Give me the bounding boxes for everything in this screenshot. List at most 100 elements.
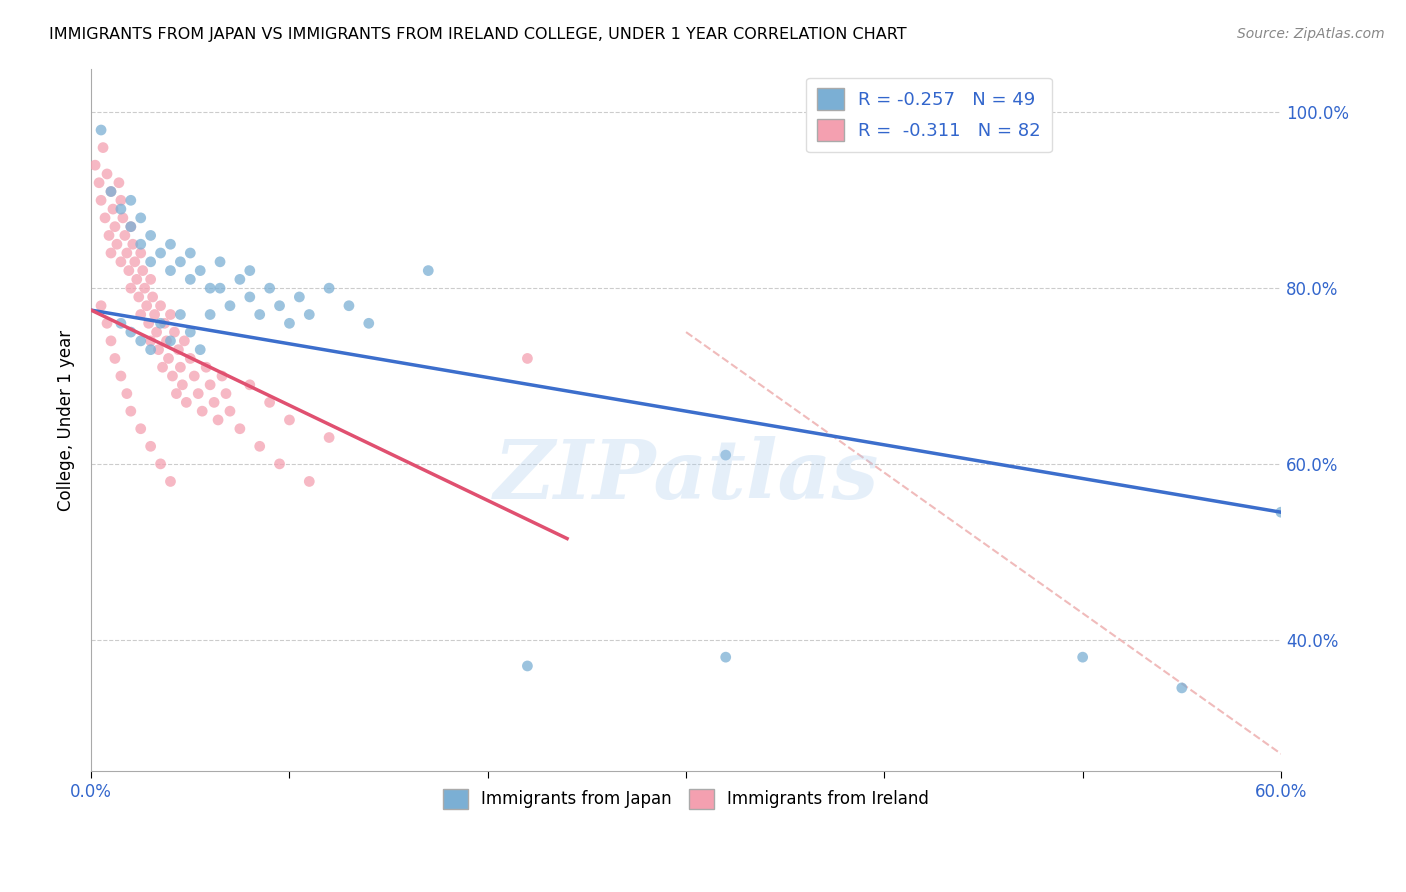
Point — [139, 228, 162, 243]
Point — [111, 211, 134, 225]
Point — [162, 369, 184, 384]
Point — [239, 263, 262, 277]
Point — [115, 386, 138, 401]
Point — [516, 351, 538, 366]
Point — [169, 360, 191, 375]
Point — [191, 404, 214, 418]
Point — [209, 281, 232, 295]
Point — [155, 334, 177, 348]
Point — [249, 439, 271, 453]
Point — [104, 351, 127, 366]
Point — [94, 211, 117, 225]
Y-axis label: College, Under 1 year: College, Under 1 year — [58, 329, 75, 510]
Point — [148, 343, 170, 357]
Point — [188, 343, 211, 357]
Point — [120, 194, 142, 208]
Point — [124, 255, 146, 269]
Point — [159, 475, 181, 489]
Point — [84, 158, 107, 172]
Point — [187, 386, 209, 401]
Text: ZIPatlas: ZIPatlas — [494, 436, 879, 516]
Point — [149, 299, 172, 313]
Point — [129, 246, 152, 260]
Point — [229, 422, 252, 436]
Point — [239, 377, 262, 392]
Point — [104, 219, 127, 234]
Point — [139, 439, 162, 453]
Point — [120, 404, 142, 418]
Point — [90, 299, 112, 313]
Point — [139, 343, 162, 357]
Point — [145, 325, 167, 339]
Point — [173, 334, 195, 348]
Point — [110, 369, 132, 384]
Point — [163, 325, 186, 339]
Point — [195, 360, 218, 375]
Point — [101, 202, 124, 216]
Point — [132, 263, 155, 277]
Point — [125, 272, 148, 286]
Point — [1171, 681, 1194, 695]
Point — [115, 246, 138, 260]
Point — [142, 290, 165, 304]
Point — [269, 299, 291, 313]
Point — [96, 316, 118, 330]
Point — [120, 219, 142, 234]
Point — [179, 272, 201, 286]
Point — [172, 377, 194, 392]
Point — [209, 255, 232, 269]
Point — [169, 308, 191, 322]
Point — [418, 263, 440, 277]
Point — [288, 290, 311, 304]
Point — [129, 308, 152, 322]
Point — [269, 457, 291, 471]
Point — [259, 395, 281, 409]
Point — [159, 334, 181, 348]
Point — [153, 316, 176, 330]
Text: IMMIGRANTS FROM JAPAN VS IMMIGRANTS FROM IRELAND COLLEGE, UNDER 1 YEAR CORRELATI: IMMIGRANTS FROM JAPAN VS IMMIGRANTS FROM… — [49, 27, 907, 42]
Point — [134, 281, 156, 295]
Point — [714, 448, 737, 462]
Point — [239, 290, 262, 304]
Point — [121, 237, 143, 252]
Point — [120, 325, 142, 339]
Point — [211, 369, 233, 384]
Point — [337, 299, 360, 313]
Point — [167, 343, 190, 357]
Text: Source: ZipAtlas.com: Source: ZipAtlas.com — [1237, 27, 1385, 41]
Point — [110, 316, 132, 330]
Point — [183, 369, 205, 384]
Point — [139, 272, 162, 286]
Point — [159, 237, 181, 252]
Point — [118, 263, 141, 277]
Point — [179, 246, 201, 260]
Point — [91, 140, 114, 154]
Point — [219, 404, 242, 418]
Point — [149, 457, 172, 471]
Point — [169, 255, 191, 269]
Point — [90, 123, 112, 137]
Point — [229, 272, 252, 286]
Point — [135, 299, 157, 313]
Point — [105, 237, 128, 252]
Point — [129, 334, 152, 348]
Point — [198, 281, 221, 295]
Point — [138, 316, 160, 330]
Point — [100, 334, 122, 348]
Point — [179, 351, 201, 366]
Point — [1270, 505, 1292, 519]
Point — [90, 194, 112, 208]
Point — [129, 237, 152, 252]
Point — [298, 475, 321, 489]
Point — [149, 246, 172, 260]
Point — [100, 246, 122, 260]
Point — [318, 430, 340, 444]
Point — [139, 334, 162, 348]
Point — [357, 316, 380, 330]
Point — [198, 377, 221, 392]
Point — [128, 290, 150, 304]
Point — [100, 185, 122, 199]
Legend: Immigrants from Japan, Immigrants from Ireland: Immigrants from Japan, Immigrants from I… — [436, 782, 935, 816]
Point — [100, 185, 122, 199]
Point — [87, 176, 110, 190]
